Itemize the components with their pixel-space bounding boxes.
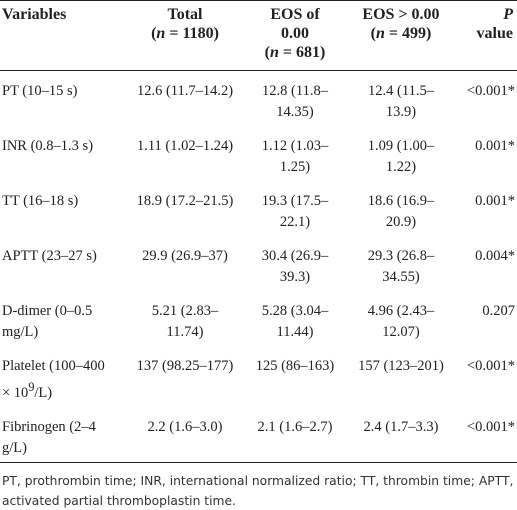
text: ( <box>264 44 270 61</box>
text: EOS of <box>270 6 320 23</box>
table-cell: 5.21 (2.83–11.74) <box>151 303 219 340</box>
table-cell: 0.001* <box>475 138 515 154</box>
table-cell: 137 (98.25–177) <box>136 358 234 374</box>
italic-text: n <box>156 25 166 42</box>
footnotes: PT, prothrombin time; INR, international… <box>0 463 517 510</box>
table-cell: 12.6 (11.7–14.2) <box>136 83 234 99</box>
table-cell: 12.4 (11.5–13.9) <box>368 83 434 120</box>
text: ( <box>370 25 376 42</box>
data-table: Variables Total (n = 1180) EOS of 0.00 (n = 6… <box>0 0 517 463</box>
table-cell: TT (16–18 s) <box>2 193 79 209</box>
table-cell: 19.3 (17.5–22.1) <box>261 193 329 230</box>
table-row: PT (10–15 s) 12.6 (11.7–14.2) 12.8 (11.8–1… <box>0 71 517 127</box>
header-line: (n = 1180) <box>132 24 238 43</box>
table-cell: 29.3 (26.8–34.55) <box>367 248 435 285</box>
text: 0.00 <box>281 25 309 42</box>
table-row: APTT (23–27 s) 29.9 (26.9–37) 30.4 (26.9–3… <box>0 236 517 291</box>
table-cell: Fibrinogen (2–4 g/L) <box>2 418 96 456</box>
table-cell: D-dimer (0–0.5 mg/L) <box>2 303 93 340</box>
text: Total <box>167 6 203 23</box>
table-cell: <0.001* <box>466 358 515 374</box>
table-row: D-dimer (0–0.5 mg/L) 5.21 (2.83–11.74) 5.2… <box>0 291 517 346</box>
table-head: Variables Total (n = 1180) EOS of 0.00 (n = 6… <box>0 0 517 71</box>
table-cell: Platelet (100–400 × 109/L) <box>0 346 128 407</box>
text: Platelet (100–400 × 10 <box>2 358 105 401</box>
table-cell: 157 (123–201) <box>358 358 444 374</box>
italic-text: n <box>375 25 385 42</box>
table-row: Platelet (100–400 × 109/L) 137 (98.25–177… <box>0 346 517 407</box>
header-line: (n = 499) <box>352 24 450 43</box>
text: EOS > 0.00 <box>362 6 440 23</box>
table-cell: 2.4 (1.7–3.3) <box>363 418 439 435</box>
table-cell: 5.28 (3.04–11.44) <box>261 303 329 340</box>
text: ( <box>151 25 157 42</box>
header-line: Total <box>132 5 238 24</box>
table-cell: APTT (23–27 s) <box>2 248 97 264</box>
table-cell: 4.96 (2.43–12.07) <box>367 303 435 340</box>
table-cell: 12.8 (11.8–14.35) <box>262 83 328 120</box>
table-cell: 2.2 (1.6–3.0) <box>147 418 223 435</box>
text: = 681) <box>278 44 326 61</box>
table-cell: 0.001* <box>475 193 515 209</box>
table-row: TT (16–18 s) 18.9 (17.2–21.5) 19.3 (17.5–2… <box>0 181 517 236</box>
header-line: Variables <box>2 5 124 24</box>
table-cell: <0.001* <box>466 83 515 99</box>
table-row: Fibrinogen (2–4 g/L) 2.2 (1.6–3.0) 2.1 (1.… <box>0 407 517 463</box>
header-cell: EOS of 0.00 (n = 681) <box>242 0 348 71</box>
table-cell: PT (10–15 s) <box>2 83 78 99</box>
table-cell: 18.6 (16.9–20.9) <box>367 193 435 230</box>
table-cell: 125 (86–163) <box>255 358 335 374</box>
header-cell: EOS > 0.00 (n = 499) <box>348 0 454 71</box>
text: value <box>476 25 513 42</box>
table-cell: 0.207 <box>482 303 515 319</box>
table-cell: 30.4 (26.9–39.3) <box>261 248 329 285</box>
table-cell: 1.12 (1.03–1.25) <box>261 138 329 175</box>
table-cell: 0.004* <box>475 248 515 264</box>
text: = 499) <box>384 25 432 42</box>
table-body: PT (10–15 s) 12.6 (11.7–14.2) 12.8 (11.8–1… <box>0 71 517 463</box>
table-cell: 18.9 (17.2–21.5) <box>136 193 234 209</box>
table-cell: 2.1 (1.6–2.7) <box>257 418 333 435</box>
header-line: EOS of <box>246 5 344 24</box>
table-cell: 29.9 (26.9–37) <box>142 248 228 264</box>
header-row: Variables Total (n = 1180) EOS of 0.00 (n = 6… <box>0 0 517 71</box>
header-cell: Variables <box>0 0 128 71</box>
header-line: EOS > 0.00 <box>352 5 450 24</box>
footnote: PT, prothrombin time; INR, international… <box>2 473 514 508</box>
table-cell: <0.001* <box>466 418 515 435</box>
table-cell: INR (0.8–1.3 s) <box>2 138 94 154</box>
text: = 1180) <box>165 25 219 42</box>
header-cell: Total (n = 1180) <box>128 0 242 71</box>
header-line: value <box>458 24 513 43</box>
table-cell: 1.09 (1.00–1.22) <box>367 138 435 175</box>
table-cell: 1.11 (1.02–1.24) <box>136 138 234 154</box>
header-line: (n = 681) <box>246 43 344 62</box>
table-row: INR (0.8–1.3 s) 1.11 (1.02–1.24) 1.12 (1.0… <box>0 126 517 181</box>
header-line: 0.00 <box>246 24 344 43</box>
text: Variables <box>2 6 67 23</box>
italic-text: P <box>503 6 513 23</box>
italic-text: n <box>269 44 279 61</box>
header-line: P <box>458 5 513 24</box>
superscript: 9 <box>28 380 35 394</box>
text: /L) <box>34 384 53 401</box>
